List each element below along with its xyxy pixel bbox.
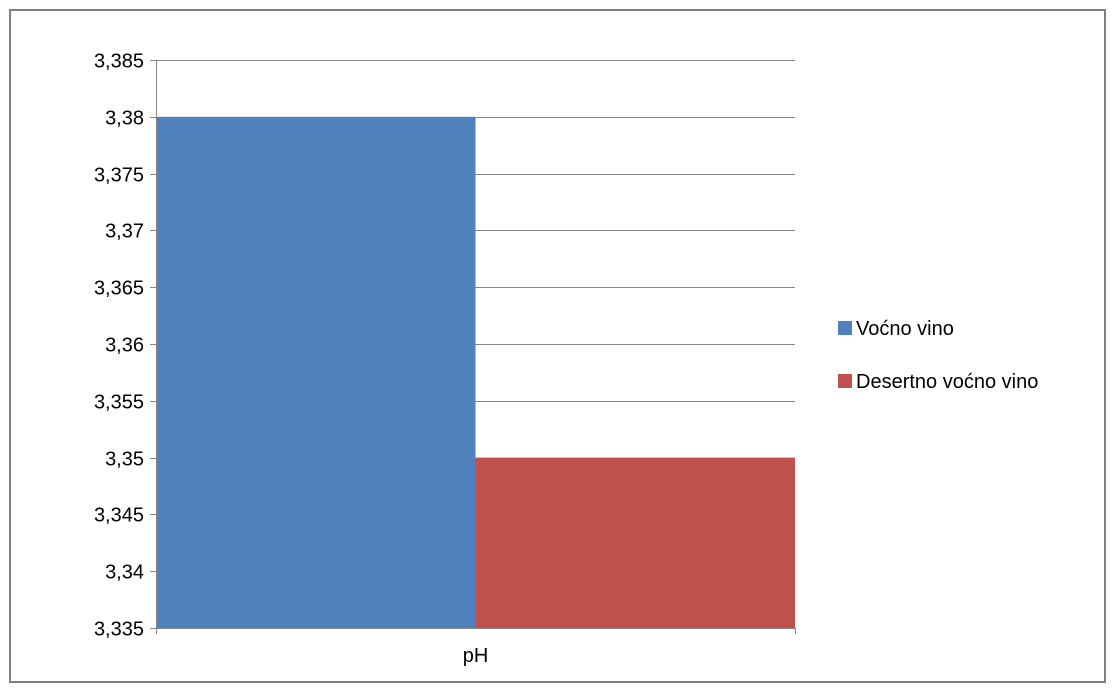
bar-desertno-vocno-vino xyxy=(475,457,795,628)
y-tick-label: 3,37 xyxy=(105,221,144,243)
y-tick-labels: 3,335 3,34 3,345 3,35 3,355 3,36 3,365 3,37 3,37… xyxy=(94,51,144,641)
legend: Voćno vino Desertno voćno vino xyxy=(838,318,1038,393)
legend-swatch xyxy=(838,321,852,335)
axes xyxy=(150,60,796,634)
y-tick-label: 3,36 xyxy=(105,335,144,357)
bars xyxy=(156,116,795,629)
y-tick-label: 3,35 xyxy=(105,449,144,471)
y-tick-label: 3,34 xyxy=(105,562,144,584)
legend-swatch xyxy=(838,374,852,388)
y-tick-label: 3,335 xyxy=(94,619,144,641)
bar-vocno-vino xyxy=(156,116,476,629)
x-tick-label: pH xyxy=(463,645,489,667)
legend-label: Desertno voćno vino xyxy=(856,371,1038,393)
y-tick-label: 3,38 xyxy=(105,108,144,130)
x-tick-labels: pH xyxy=(463,645,489,667)
y-tick-label: 3,385 xyxy=(94,51,144,73)
y-tick-label: 3,375 xyxy=(94,165,144,187)
y-tick-label: 3,355 xyxy=(94,392,144,414)
legend-label: Voćno vino xyxy=(856,318,954,340)
y-tick-label: 3,365 xyxy=(94,278,144,300)
y-tick-label: 3,345 xyxy=(94,505,144,527)
